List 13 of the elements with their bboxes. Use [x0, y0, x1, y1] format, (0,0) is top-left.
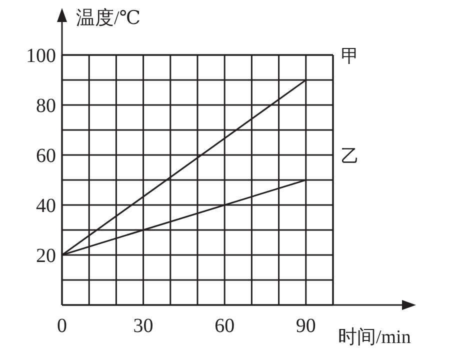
x-tick-label: 0 — [57, 315, 67, 337]
x-axis-title: 时间/min — [338, 327, 412, 348]
x-tick-label: 60 — [214, 315, 235, 337]
y-tick-label: 20 — [36, 245, 56, 267]
y-tick-label: 40 — [36, 195, 56, 217]
text: 乙 — [340, 146, 359, 166]
x-tick-label: 30 — [133, 315, 154, 337]
y-axis-title: 温度/℃ — [76, 7, 141, 29]
text: 甲 — [340, 46, 359, 66]
y-tick-label: 60 — [36, 145, 56, 167]
y-tick-label: 100 — [26, 45, 56, 67]
x-tick-label: 90 — [296, 315, 316, 337]
y-tick-label: 80 — [36, 95, 56, 117]
